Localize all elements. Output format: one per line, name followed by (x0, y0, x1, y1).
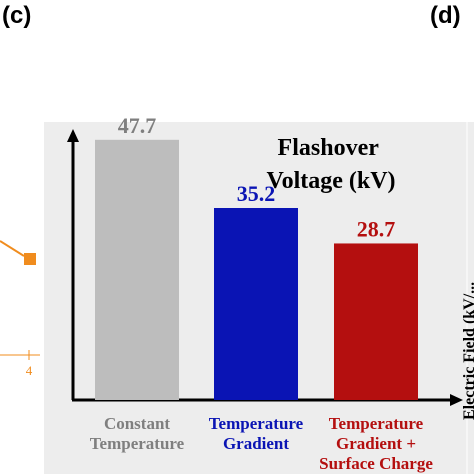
category-label-2-line-1: Temperature (209, 414, 304, 433)
left-tick-label: 4 (26, 363, 33, 378)
category-label-1-line-2: Temperature (90, 434, 185, 453)
category-labels-group: ConstantTemperatureTemperatureGradientTe… (90, 414, 434, 473)
chart-title-line-1: Flashover (278, 135, 380, 161)
left-panel-fragment: 4 (0, 240, 40, 378)
panel-label-d: (d) (430, 2, 461, 29)
bar-2 (214, 208, 298, 400)
chart-title: Flashover Voltage (kV) (266, 135, 395, 194)
x-axis-arrow (450, 394, 463, 406)
value-labels-group: 47.7 35.2 28.7 (118, 113, 396, 242)
value-label-2: 35.2 (237, 181, 276, 206)
flashover-voltage-chart: Flashover Voltage (kV) 47.7 35.2 28.7 Cons… (67, 113, 463, 473)
category-label-2-line-2: Gradient (223, 434, 289, 453)
y-axis-arrow (67, 129, 79, 142)
panel-label-c: (c) (2, 2, 32, 29)
value-label-1: 47.7 (118, 113, 157, 138)
bar-3 (334, 243, 418, 400)
left-series-marker (24, 253, 36, 265)
category-label-3-line-1: Temperature (329, 414, 424, 433)
bars-group (95, 139, 418, 400)
bar-1 (95, 139, 179, 400)
chart-title-line-2: Voltage (kV) (266, 168, 395, 194)
left-series-line (0, 240, 25, 257)
category-label-3-line-3: Surface Charge (319, 454, 433, 473)
right-axis-label: Electric Field (kV/... (461, 282, 474, 420)
value-label-3: 28.7 (357, 216, 396, 241)
right-panel-fragment: Electric Field (kV/... (461, 122, 474, 474)
category-label-1-line-1: Constant (104, 414, 170, 433)
category-label-3-line-2: Gradient + (336, 434, 416, 453)
